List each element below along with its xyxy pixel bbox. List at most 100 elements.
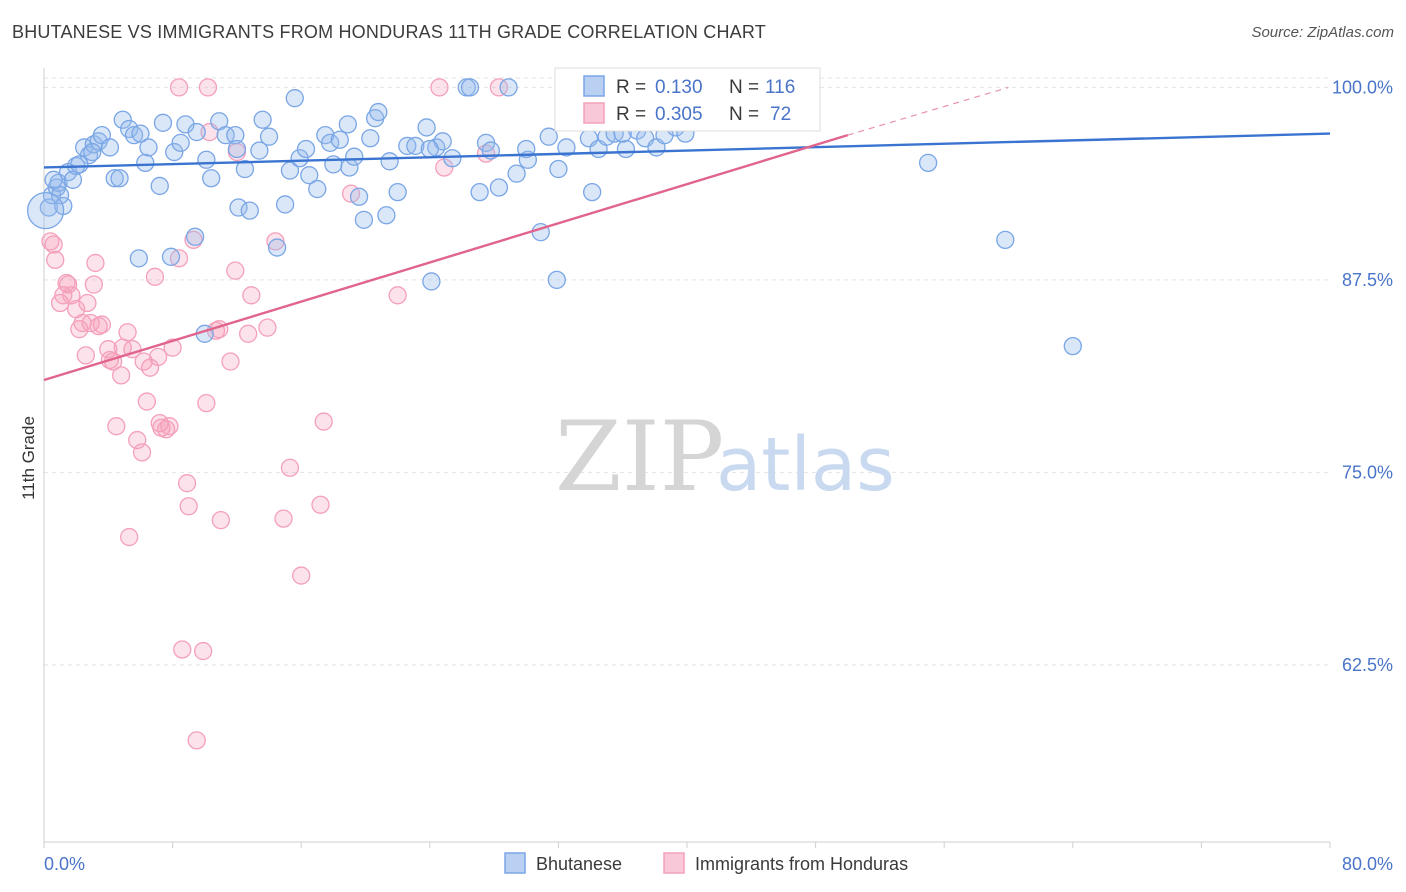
point-bhutanese-21 (150, 176, 169, 196)
point-honduras-69 (120, 527, 139, 547)
trend-lines (43, 86, 1331, 382)
point-bhutanese-74 (507, 164, 526, 183)
stats-legend: R = 0.130 N = 116 R = 0.305 N = 72 (554, 67, 821, 132)
point-bhutanese-66 (443, 149, 462, 168)
point-bhutanese-6 (63, 170, 83, 189)
watermark-atlas: atlas (716, 422, 895, 508)
point-bhutanese-68 (460, 78, 480, 97)
point-bhutanese-37 (259, 127, 279, 146)
point-honduras-1 (44, 235, 63, 254)
point-bhutanese-83 (583, 182, 602, 202)
point-bhutanese-100 (161, 247, 181, 266)
point-honduras-41 (193, 641, 213, 661)
point-bhutanese-73 (499, 78, 518, 97)
point-honduras-48 (226, 261, 245, 280)
point-bhutanese-114 (44, 170, 63, 189)
point-bhutanese-105 (1063, 336, 1082, 356)
legend-n-label-1: N = (729, 77, 759, 98)
point-bhutanese-33 (235, 159, 255, 179)
point-honduras-66 (430, 78, 449, 97)
big-point-0 (26, 191, 65, 230)
trend-extension-honduras (847, 86, 1009, 136)
point-bhutanese-49 (338, 115, 357, 134)
point-bhutanese-63 (422, 272, 441, 291)
point-honduras-30 (148, 347, 168, 367)
point-bhutanese-38 (267, 238, 287, 257)
point-honduras-64 (169, 78, 189, 97)
point-bhutanese-109 (227, 139, 247, 159)
point-honduras-65 (198, 78, 218, 97)
legend-r-value-2: 0.305 (655, 104, 703, 125)
point-honduras-38 (177, 474, 197, 493)
point-honduras-42 (197, 393, 216, 413)
point-bhutanese-78 (547, 270, 566, 290)
point-bhutanese-111 (420, 139, 439, 159)
point-bhutanese-26 (187, 122, 206, 142)
point-honduras-63 (489, 78, 509, 97)
point-bhutanese-52 (349, 187, 369, 206)
point-honduras-34 (160, 417, 179, 436)
point-bhutanese-43 (296, 139, 316, 159)
point-honduras-19 (107, 417, 126, 436)
point-bhutanese-101 (185, 227, 205, 246)
point-honduras-40 (184, 230, 203, 250)
series-legend: Bhutanese Immigrants from Honduras (504, 852, 908, 874)
point-bhutanese-51 (345, 147, 364, 166)
point-bhutanese-115 (70, 155, 89, 174)
point-honduras-27 (137, 392, 157, 411)
point-honduras-50 (239, 324, 258, 343)
point-bhutanese-110 (324, 155, 343, 174)
trend-line-honduras (43, 133, 849, 382)
legend-r-label-2: R = (616, 104, 646, 125)
point-bhutanese-44 (300, 166, 319, 185)
bottom-legend-label-bhutanese: Bhutanese (536, 854, 622, 874)
point-bhutanese-87 (616, 139, 636, 159)
bottom-legend-swatch-bhutanese (504, 852, 526, 874)
point-honduras-11 (76, 346, 95, 365)
point-bhutanese-27 (197, 150, 216, 169)
point-bhutanese-16 (113, 110, 132, 129)
y-axis-title: 11th Grade (19, 416, 38, 500)
point-bhutanese-56 (369, 102, 388, 122)
chart-title: BHUTANESE VS IMMIGRANTS FROM HONDURAS 11… (12, 22, 766, 42)
point-honduras-33 (157, 420, 176, 439)
point-honduras-46 (211, 510, 230, 530)
point-bhutanese-106 (50, 186, 70, 205)
point-bhutanese-28 (202, 169, 221, 188)
point-bhutanese-79 (549, 159, 568, 179)
point-honduras-20 (112, 366, 131, 385)
point-honduras-70 (78, 293, 97, 313)
x-tick-label-min: 0.0% (44, 854, 85, 874)
point-bhutanese-39 (275, 195, 295, 214)
point-bhutanese-14 (105, 169, 124, 188)
point-bhutanese-42 (290, 149, 309, 168)
point-honduras-47 (221, 352, 240, 371)
point-bhutanese-30 (216, 125, 235, 145)
y-tick-label-2: 75.0% (1342, 462, 1393, 482)
point-honduras-29 (145, 267, 165, 286)
point-honduras-14 (86, 253, 105, 273)
point-bhutanese-9 (79, 146, 99, 165)
point-bhutanese-104 (996, 230, 1015, 250)
point-honduras-52 (258, 318, 277, 337)
legend-r-label-1: R = (616, 77, 646, 98)
point-honduras-53 (266, 232, 285, 251)
point-bhutanese-108 (131, 124, 150, 143)
watermark: ZIP atlas (555, 401, 895, 513)
point-honduras-13 (84, 275, 103, 294)
point-bhutanese-35 (250, 141, 269, 160)
point-bhutanese-69 (470, 182, 489, 202)
point-bhutanese-48 (330, 130, 349, 149)
point-honduras-2 (46, 250, 65, 270)
point-bhutanese-54 (361, 129, 380, 148)
point-bhutanese-32 (229, 198, 248, 217)
legend-n-value-2: 72 (770, 104, 791, 125)
point-honduras-35 (163, 338, 182, 357)
point-honduras-25 (132, 443, 152, 462)
point-bhutanese-18 (124, 125, 144, 145)
series-bhutanese-points (26, 78, 1082, 356)
point-honduras-37 (173, 640, 192, 659)
point-honduras-7 (62, 286, 81, 305)
point-bhutanese-17 (120, 119, 139, 139)
